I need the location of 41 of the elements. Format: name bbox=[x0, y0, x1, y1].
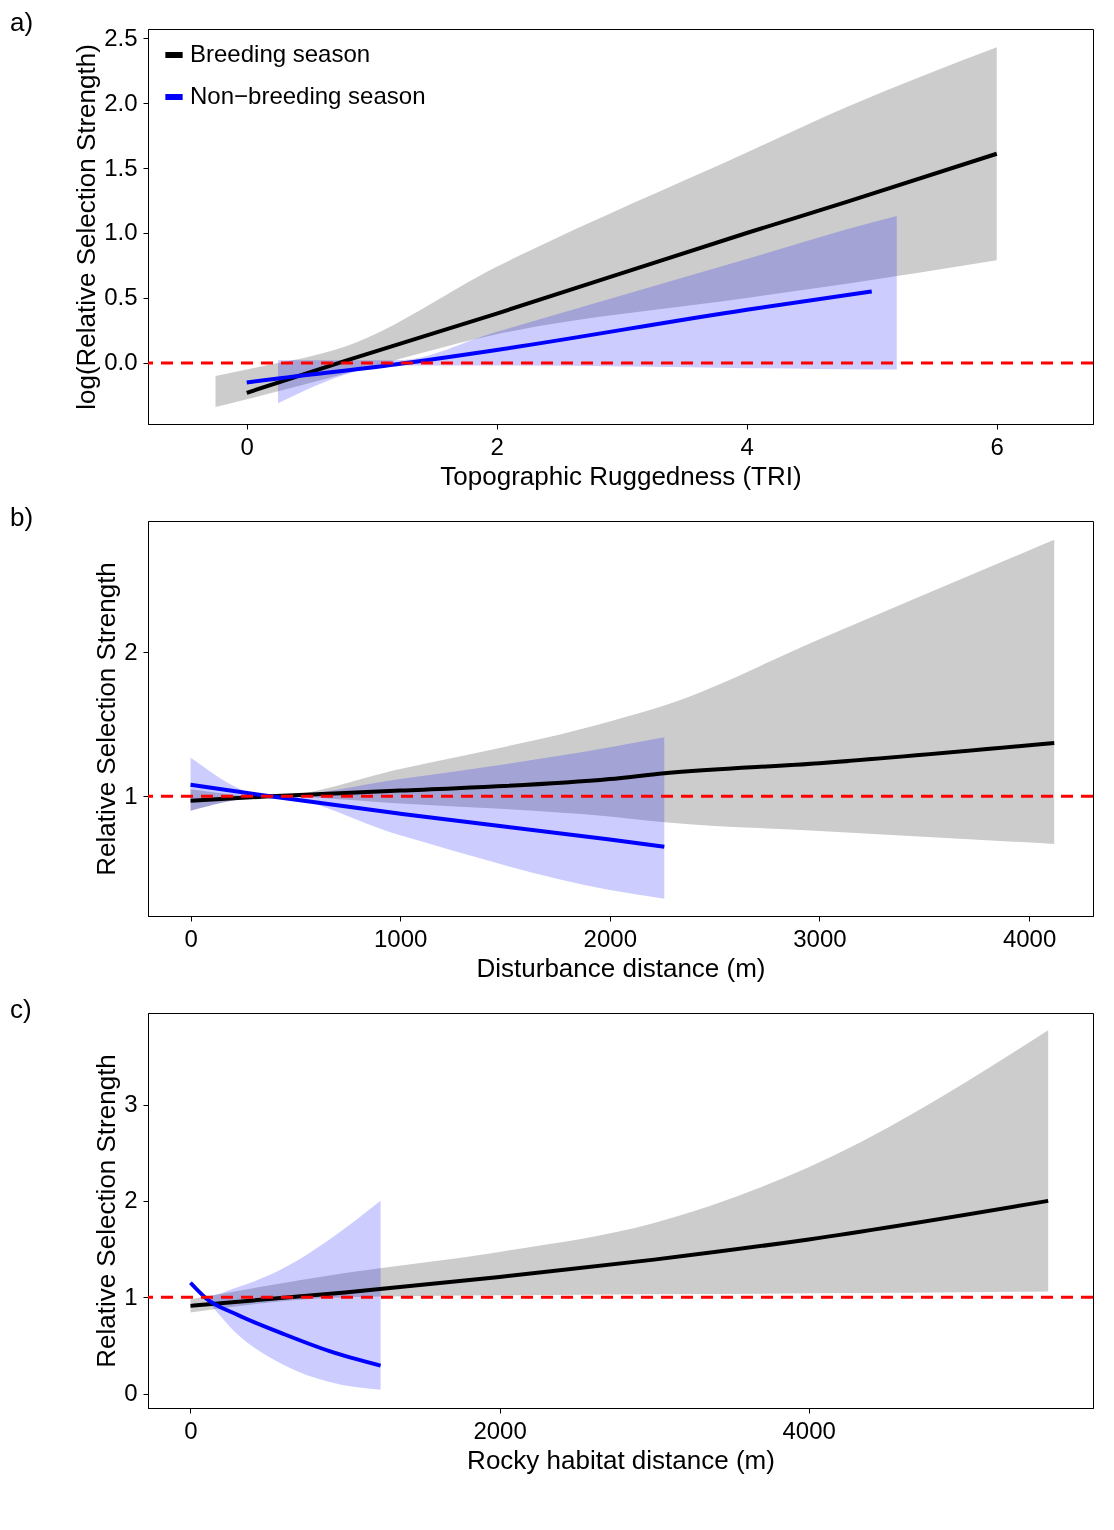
line-series bbox=[244, 289, 874, 385]
line-series bbox=[188, 1198, 1051, 1308]
line-series bbox=[188, 782, 667, 849]
chart-title: c) bbox=[10, 994, 32, 1024]
x-tick-label: 4 bbox=[740, 432, 754, 460]
x-tick-label: 3000 bbox=[793, 924, 847, 952]
chart-title: a) bbox=[10, 7, 34, 38]
y-tick-label: 0.0 bbox=[104, 348, 138, 376]
line-series bbox=[244, 151, 999, 395]
x-tick-label: 0 bbox=[184, 1416, 198, 1444]
x-tick-label: 4000 bbox=[782, 1416, 836, 1444]
x-tick-label: 1000 bbox=[373, 924, 428, 952]
y-axis-title: log(Relative Selection Strength) bbox=[71, 44, 102, 410]
x-tick-label: 2 bbox=[490, 432, 504, 460]
x-tick-label: 0 bbox=[184, 924, 198, 952]
y-tick-label: 2.5 bbox=[104, 23, 138, 51]
y-tick-label: 2.0 bbox=[104, 88, 138, 116]
x-tick-label: 4000 bbox=[1002, 924, 1057, 952]
y-axis-title: Relative Selection Strength bbox=[91, 562, 122, 876]
x-tick-label: 2000 bbox=[583, 924, 637, 952]
legend-label: Non−breeding season bbox=[190, 82, 426, 109]
y-tick-label: 1.5 bbox=[104, 153, 138, 181]
y-tick-label: 1.0 bbox=[104, 218, 138, 246]
chart-title: b) bbox=[10, 502, 34, 532]
y-axis-title: Relative Selection Strength bbox=[91, 1054, 122, 1368]
line-series bbox=[188, 1280, 383, 1368]
y-tick-label: 1 bbox=[124, 781, 138, 809]
y-tick-label: 1 bbox=[124, 1282, 138, 1310]
y-tick-label: 3 bbox=[124, 1090, 138, 1118]
x-tick-label: 0 bbox=[240, 432, 254, 460]
y-tick-label: 2 bbox=[124, 1186, 138, 1214]
y-tick-label: 0 bbox=[124, 1379, 138, 1407]
line-series bbox=[188, 741, 1057, 803]
x-axis-title: Topographic Ruggedness (TRI) bbox=[440, 460, 802, 491]
y-tick-label: 0.5 bbox=[104, 283, 138, 311]
legend-label: Breeding season bbox=[190, 40, 371, 67]
x-axis-title: Rocky habitat distance (m) bbox=[467, 1444, 775, 1475]
x-tick-label: 2000 bbox=[473, 1416, 527, 1444]
y-tick-label: 2 bbox=[124, 637, 138, 665]
x-axis-title: Disturbance distance (m) bbox=[476, 952, 766, 983]
x-tick-label: 6 bbox=[990, 432, 1004, 460]
